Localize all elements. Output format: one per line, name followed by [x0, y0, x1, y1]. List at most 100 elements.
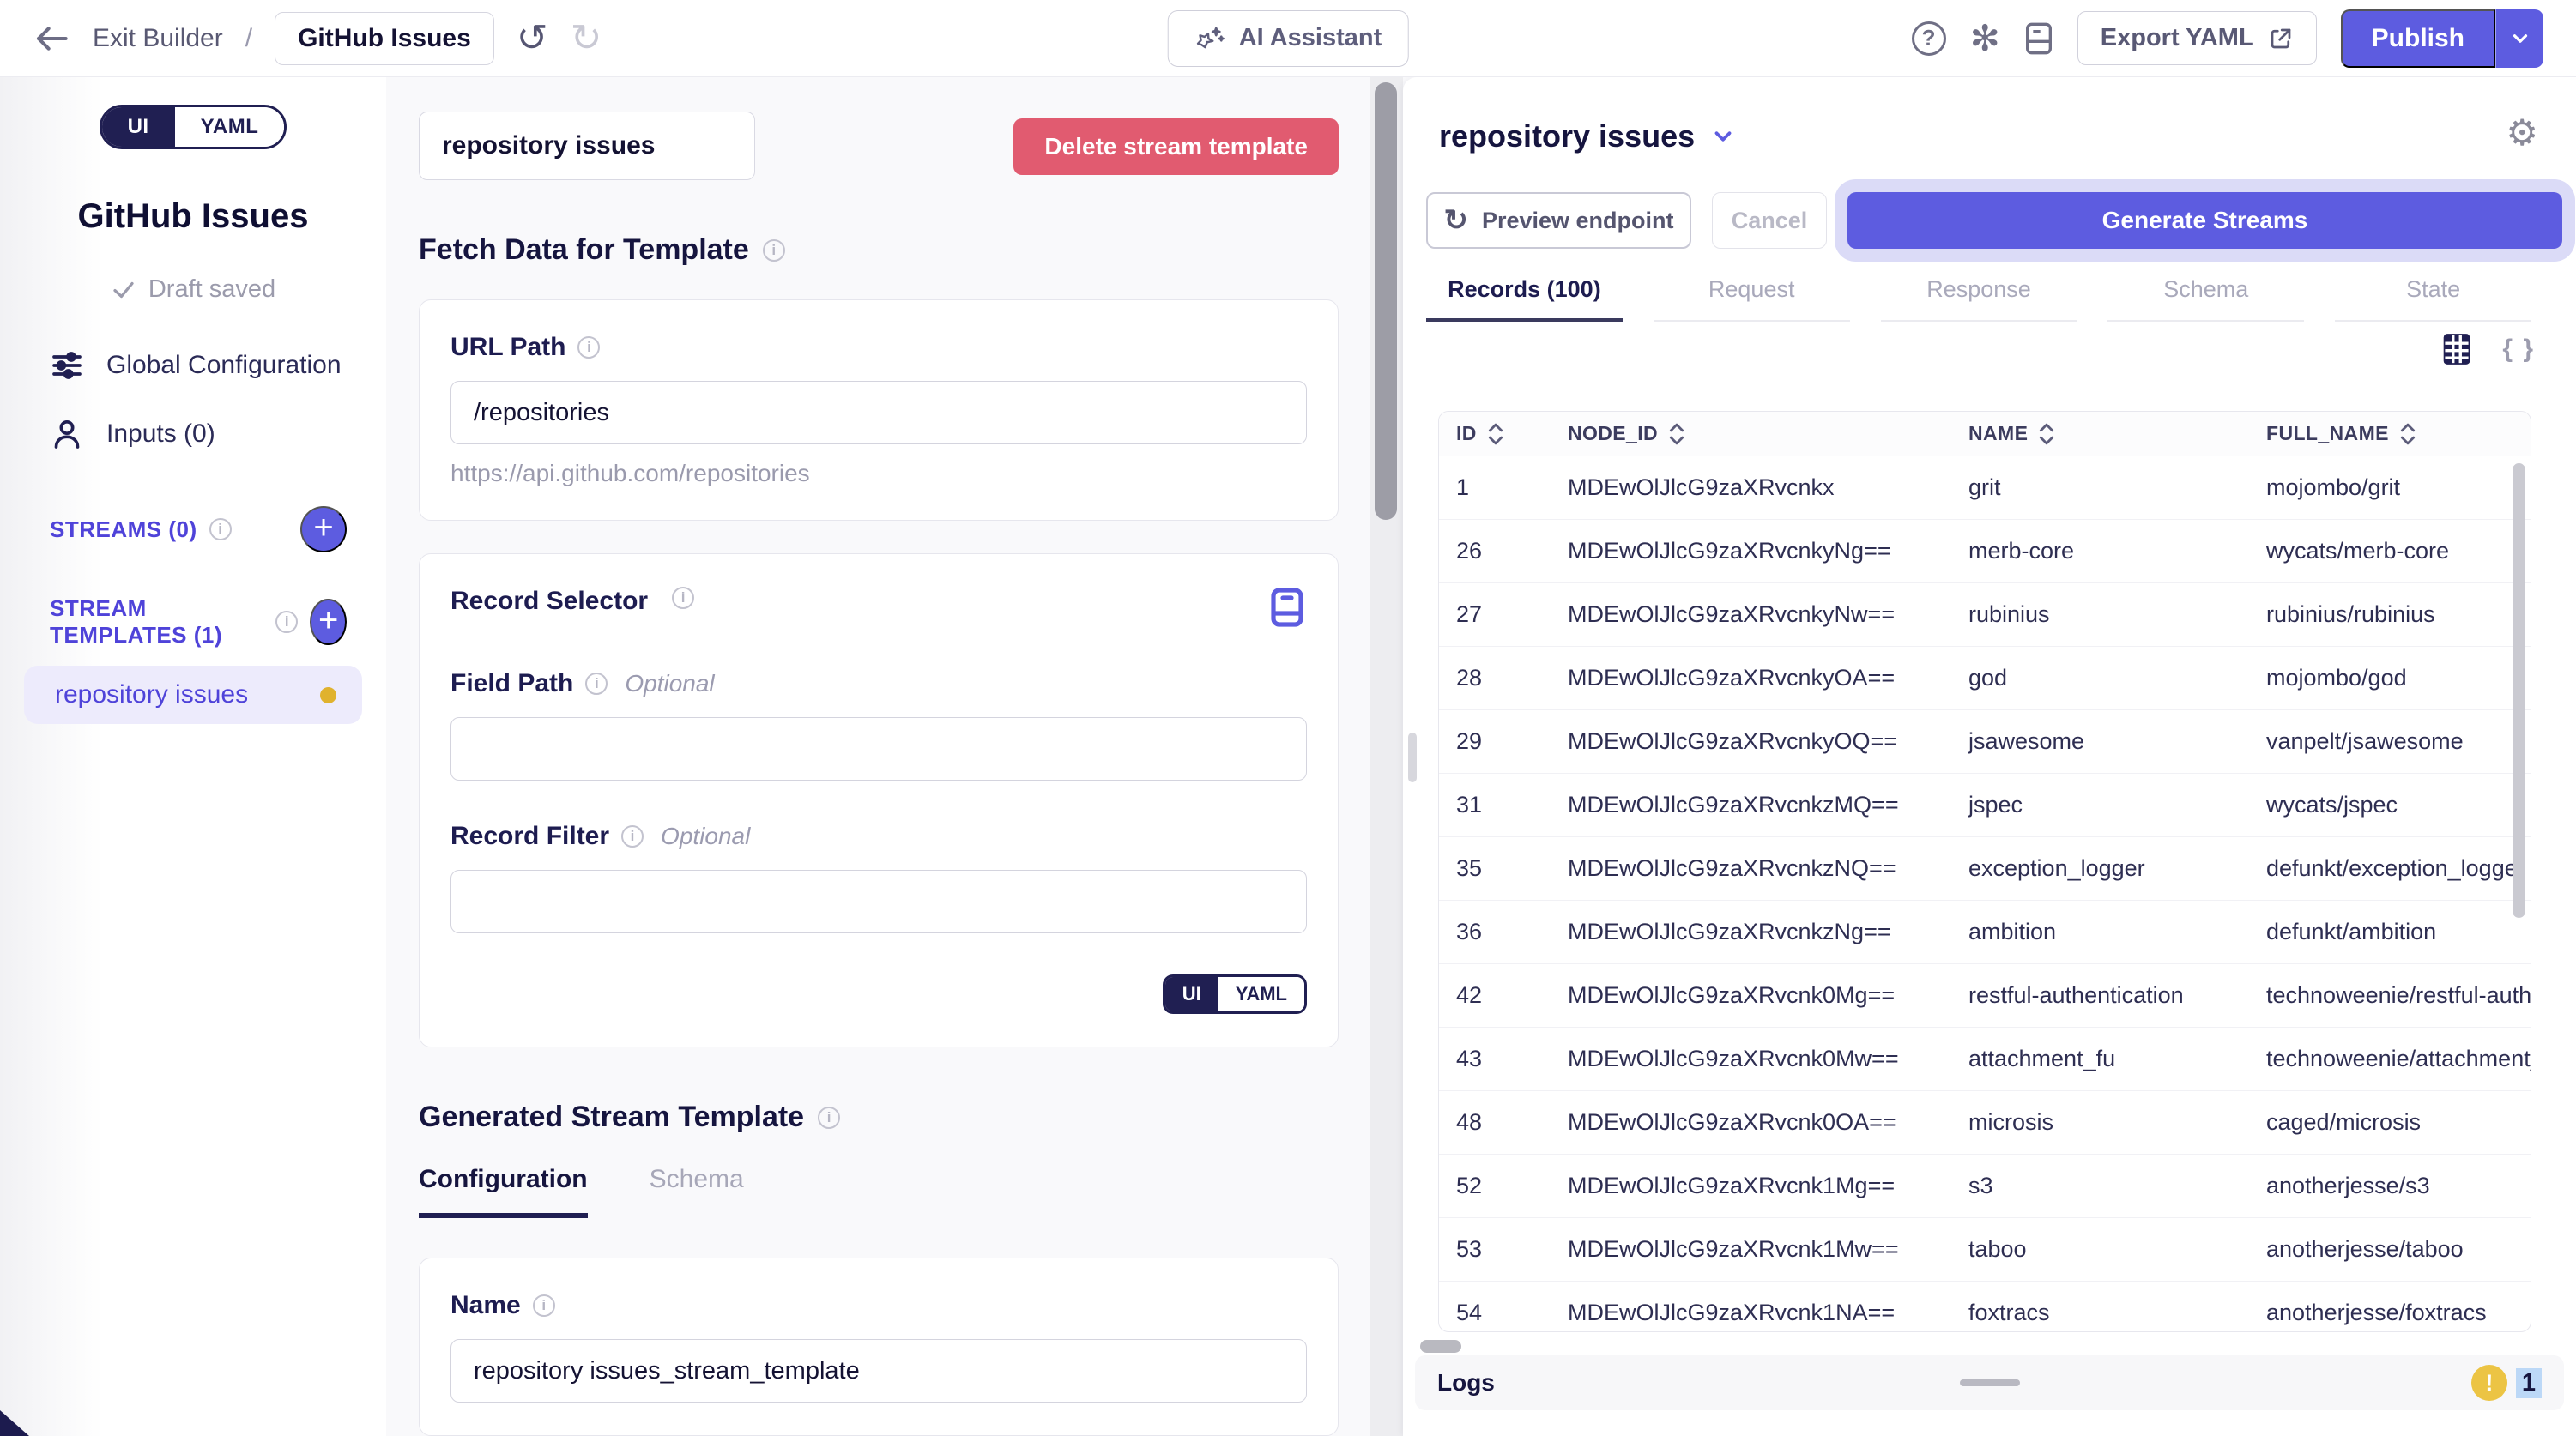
record-selector-card: Record Selector i Field Path i Optional … — [419, 553, 1339, 1047]
column-header-node-id[interactable]: NODE_ID — [1568, 421, 1968, 447]
cell-node-id: MDEwOlJlcG9zaXRvcnkyNw== — [1568, 601, 1896, 627]
preview-stream-title[interactable]: repository issues — [1439, 118, 1696, 154]
info-icon[interactable]: i — [532, 1294, 555, 1317]
table-row[interactable]: 43 MDEwOlJlcG9zaXRvcnk0Mw== attachment_f… — [1439, 1028, 2531, 1091]
preview-result-tabs: Records (100) Request Response Schema St… — [1426, 276, 2531, 322]
tab-schema[interactable]: Schema — [2107, 276, 2305, 322]
sidebar-item-repository-issues[interactable]: repository issues — [24, 666, 362, 724]
toggle-ui-option[interactable]: UI — [101, 107, 175, 147]
stream-template-form-panel: Delete stream template Fetch Data for Te… — [386, 77, 1370, 1436]
cancel-button[interactable]: Cancel — [1712, 192, 1827, 249]
tab-request[interactable]: Request — [1653, 276, 1850, 322]
url-path-input[interactable] — [450, 381, 1307, 444]
add-stream-button[interactable]: + — [300, 506, 347, 552]
info-icon[interactable]: i — [762, 238, 785, 262]
docs-book-icon[interactable] — [1267, 587, 1307, 628]
exit-builder-link[interactable]: Exit Builder — [93, 23, 223, 52]
field-path-input[interactable] — [450, 717, 1307, 781]
export-yaml-button[interactable]: Export YAML — [2077, 11, 2317, 65]
table-row[interactable]: 27 MDEwOlJlcG9zaXRvcnkyNw== rubinius rub… — [1439, 583, 2531, 647]
sparkle-star-icon — [1194, 23, 1225, 54]
ai-assistant-button[interactable]: AI Assistant — [1167, 9, 1409, 67]
connector-title: GitHub Issues — [77, 197, 309, 235]
table-row[interactable]: 31 MDEwOlJlcG9zaXRvcnkzMQ== jspec wycats… — [1439, 774, 2531, 837]
info-icon[interactable]: i — [209, 518, 232, 540]
optional-label: Optional — [661, 823, 751, 849]
table-row[interactable]: 1 MDEwOlJlcG9zaXRvcnkx grit mojombo/grit — [1439, 456, 2531, 520]
record-filter-input[interactable] — [450, 870, 1307, 933]
info-icon[interactable]: i — [818, 1106, 841, 1129]
connector-name-chip[interactable]: GitHub Issues — [275, 11, 494, 65]
redo-icon[interactable]: ↻ — [570, 16, 602, 59]
table-row[interactable]: 36 MDEwOlJlcG9zaXRvcnkzNg== ambition def… — [1439, 901, 2531, 964]
refresh-icon: ↻ — [1443, 204, 1468, 237]
table-row[interactable]: 26 MDEwOlJlcG9zaXRvcnkyNg== merb-core wy… — [1439, 520, 2531, 583]
table-row[interactable]: 28 MDEwOlJlcG9zaXRvcnkyOA== god mojombo/… — [1439, 647, 2531, 710]
info-icon[interactable]: i — [577, 336, 601, 359]
form-panel-scrollbar[interactable] — [1375, 82, 1397, 520]
sidebar-item-inputs[interactable]: Inputs (0) — [50, 417, 386, 451]
generate-streams-button[interactable]: Generate Streams — [1847, 192, 2562, 249]
json-view-icon[interactable]: { } — [2502, 335, 2535, 363]
cell-id: 27 — [1456, 601, 1483, 627]
publish-dropdown-button[interactable] — [2495, 9, 2543, 68]
stream-template-name-input[interactable] — [419, 112, 755, 180]
logs-bar[interactable]: Logs ! 1 — [1415, 1355, 2564, 1410]
table-view-icon[interactable] — [2442, 333, 2471, 365]
url-path-label: URL Path — [450, 333, 566, 361]
slack-icon[interactable]: ✻ — [1969, 17, 2000, 58]
gear-icon[interactable]: ⚙ — [2506, 112, 2538, 153]
tab-configuration[interactable]: Configuration — [419, 1165, 588, 1218]
url-preview-hint: https://api.github.com/repositories — [450, 460, 810, 486]
cell-node-id: MDEwOlJlcG9zaXRvcnk1Mg== — [1568, 1173, 1896, 1198]
panel-resize-handle[interactable] — [1408, 733, 1417, 782]
undo-icon[interactable]: ↺ — [516, 16, 548, 59]
breadcrumb-separator: / — [245, 23, 253, 52]
publish-button[interactable]: Publish — [2340, 9, 2495, 68]
template-name-input[interactable] — [450, 1339, 1307, 1403]
toggle-yaml-option[interactable]: YAML — [174, 107, 285, 147]
help-icon[interactable]: ? — [1911, 21, 1946, 56]
cell-full-name: mojombo/god — [2266, 665, 2407, 691]
info-icon[interactable]: i — [672, 587, 695, 609]
table-row[interactable]: 29 MDEwOlJlcG9zaXRvcnkyOQ== jsawesome va… — [1439, 710, 2531, 774]
delete-stream-template-button[interactable]: Delete stream template — [1013, 118, 1339, 175]
logs-drag-handle[interactable] — [1959, 1379, 2020, 1386]
tab-response[interactable]: Response — [1880, 276, 2077, 322]
cell-id: 35 — [1456, 855, 1483, 881]
info-icon[interactable]: i — [275, 611, 299, 633]
toggle-yaml-option[interactable]: YAML — [1218, 977, 1304, 1011]
table-horizontal-scrollbar[interactable] — [1420, 1340, 1461, 1353]
column-header-name[interactable]: NAME — [1968, 421, 2266, 447]
logs-label: Logs — [1437, 1369, 1495, 1396]
toggle-ui-option[interactable]: UI — [1164, 977, 1218, 1011]
table-vertical-scrollbar[interactable] — [2513, 463, 2525, 918]
column-header-id[interactable]: ID — [1456, 421, 1568, 447]
sidebar-item-global-configuration[interactable]: Global Configuration — [50, 348, 386, 383]
info-icon[interactable]: i — [621, 825, 644, 848]
chevron-down-icon[interactable] — [1710, 124, 1736, 149]
fetch-data-title-text: Fetch Data for Template — [419, 233, 749, 266]
template-item-label: repository issues — [55, 680, 249, 709]
tab-schema[interactable]: Schema — [649, 1165, 744, 1193]
table-row[interactable]: 48 MDEwOlJlcG9zaXRvcnk0OA== microsis cag… — [1439, 1091, 2531, 1155]
sidebar-item-label: Inputs (0) — [106, 419, 215, 448]
chevron-down-icon — [2513, 33, 2527, 43]
add-stream-template-button[interactable]: + — [310, 599, 347, 645]
table-row[interactable]: 35 MDEwOlJlcG9zaXRvcnkzNQ== exception_lo… — [1439, 837, 2531, 901]
table-row[interactable]: 53 MDEwOlJlcG9zaXRvcnk1Mw== taboo anothe… — [1439, 1218, 2531, 1282]
tab-state[interactable]: State — [2335, 276, 2531, 322]
table-row[interactable]: 54 MDEwOlJlcG9zaXRvcnk1NA== foxtracs ano… — [1439, 1282, 2531, 1331]
docs-icon[interactable] — [2024, 21, 2053, 56]
cell-full-name: wycats/merb-core — [2266, 538, 2450, 564]
preview-endpoint-button[interactable]: ↻ Preview endpoint — [1426, 192, 1691, 249]
table-row[interactable]: 52 MDEwOlJlcG9zaXRvcnk1Mg== s3 anotherje… — [1439, 1155, 2531, 1218]
optional-label: Optional — [625, 670, 715, 697]
back-arrow-icon[interactable] — [33, 20, 70, 57]
table-row[interactable]: 42 MDEwOlJlcG9zaXRvcnk0Mg== restful-auth… — [1439, 964, 2531, 1028]
column-header-full-name[interactable]: FULL_NAME — [2266, 421, 2531, 447]
generated-stream-template-section-title: Generated Stream Template i — [419, 1101, 1339, 1134]
tab-records[interactable]: Records (100) — [1426, 276, 1623, 322]
info-icon[interactable]: i — [585, 673, 608, 695]
sliders-icon — [50, 348, 84, 383]
